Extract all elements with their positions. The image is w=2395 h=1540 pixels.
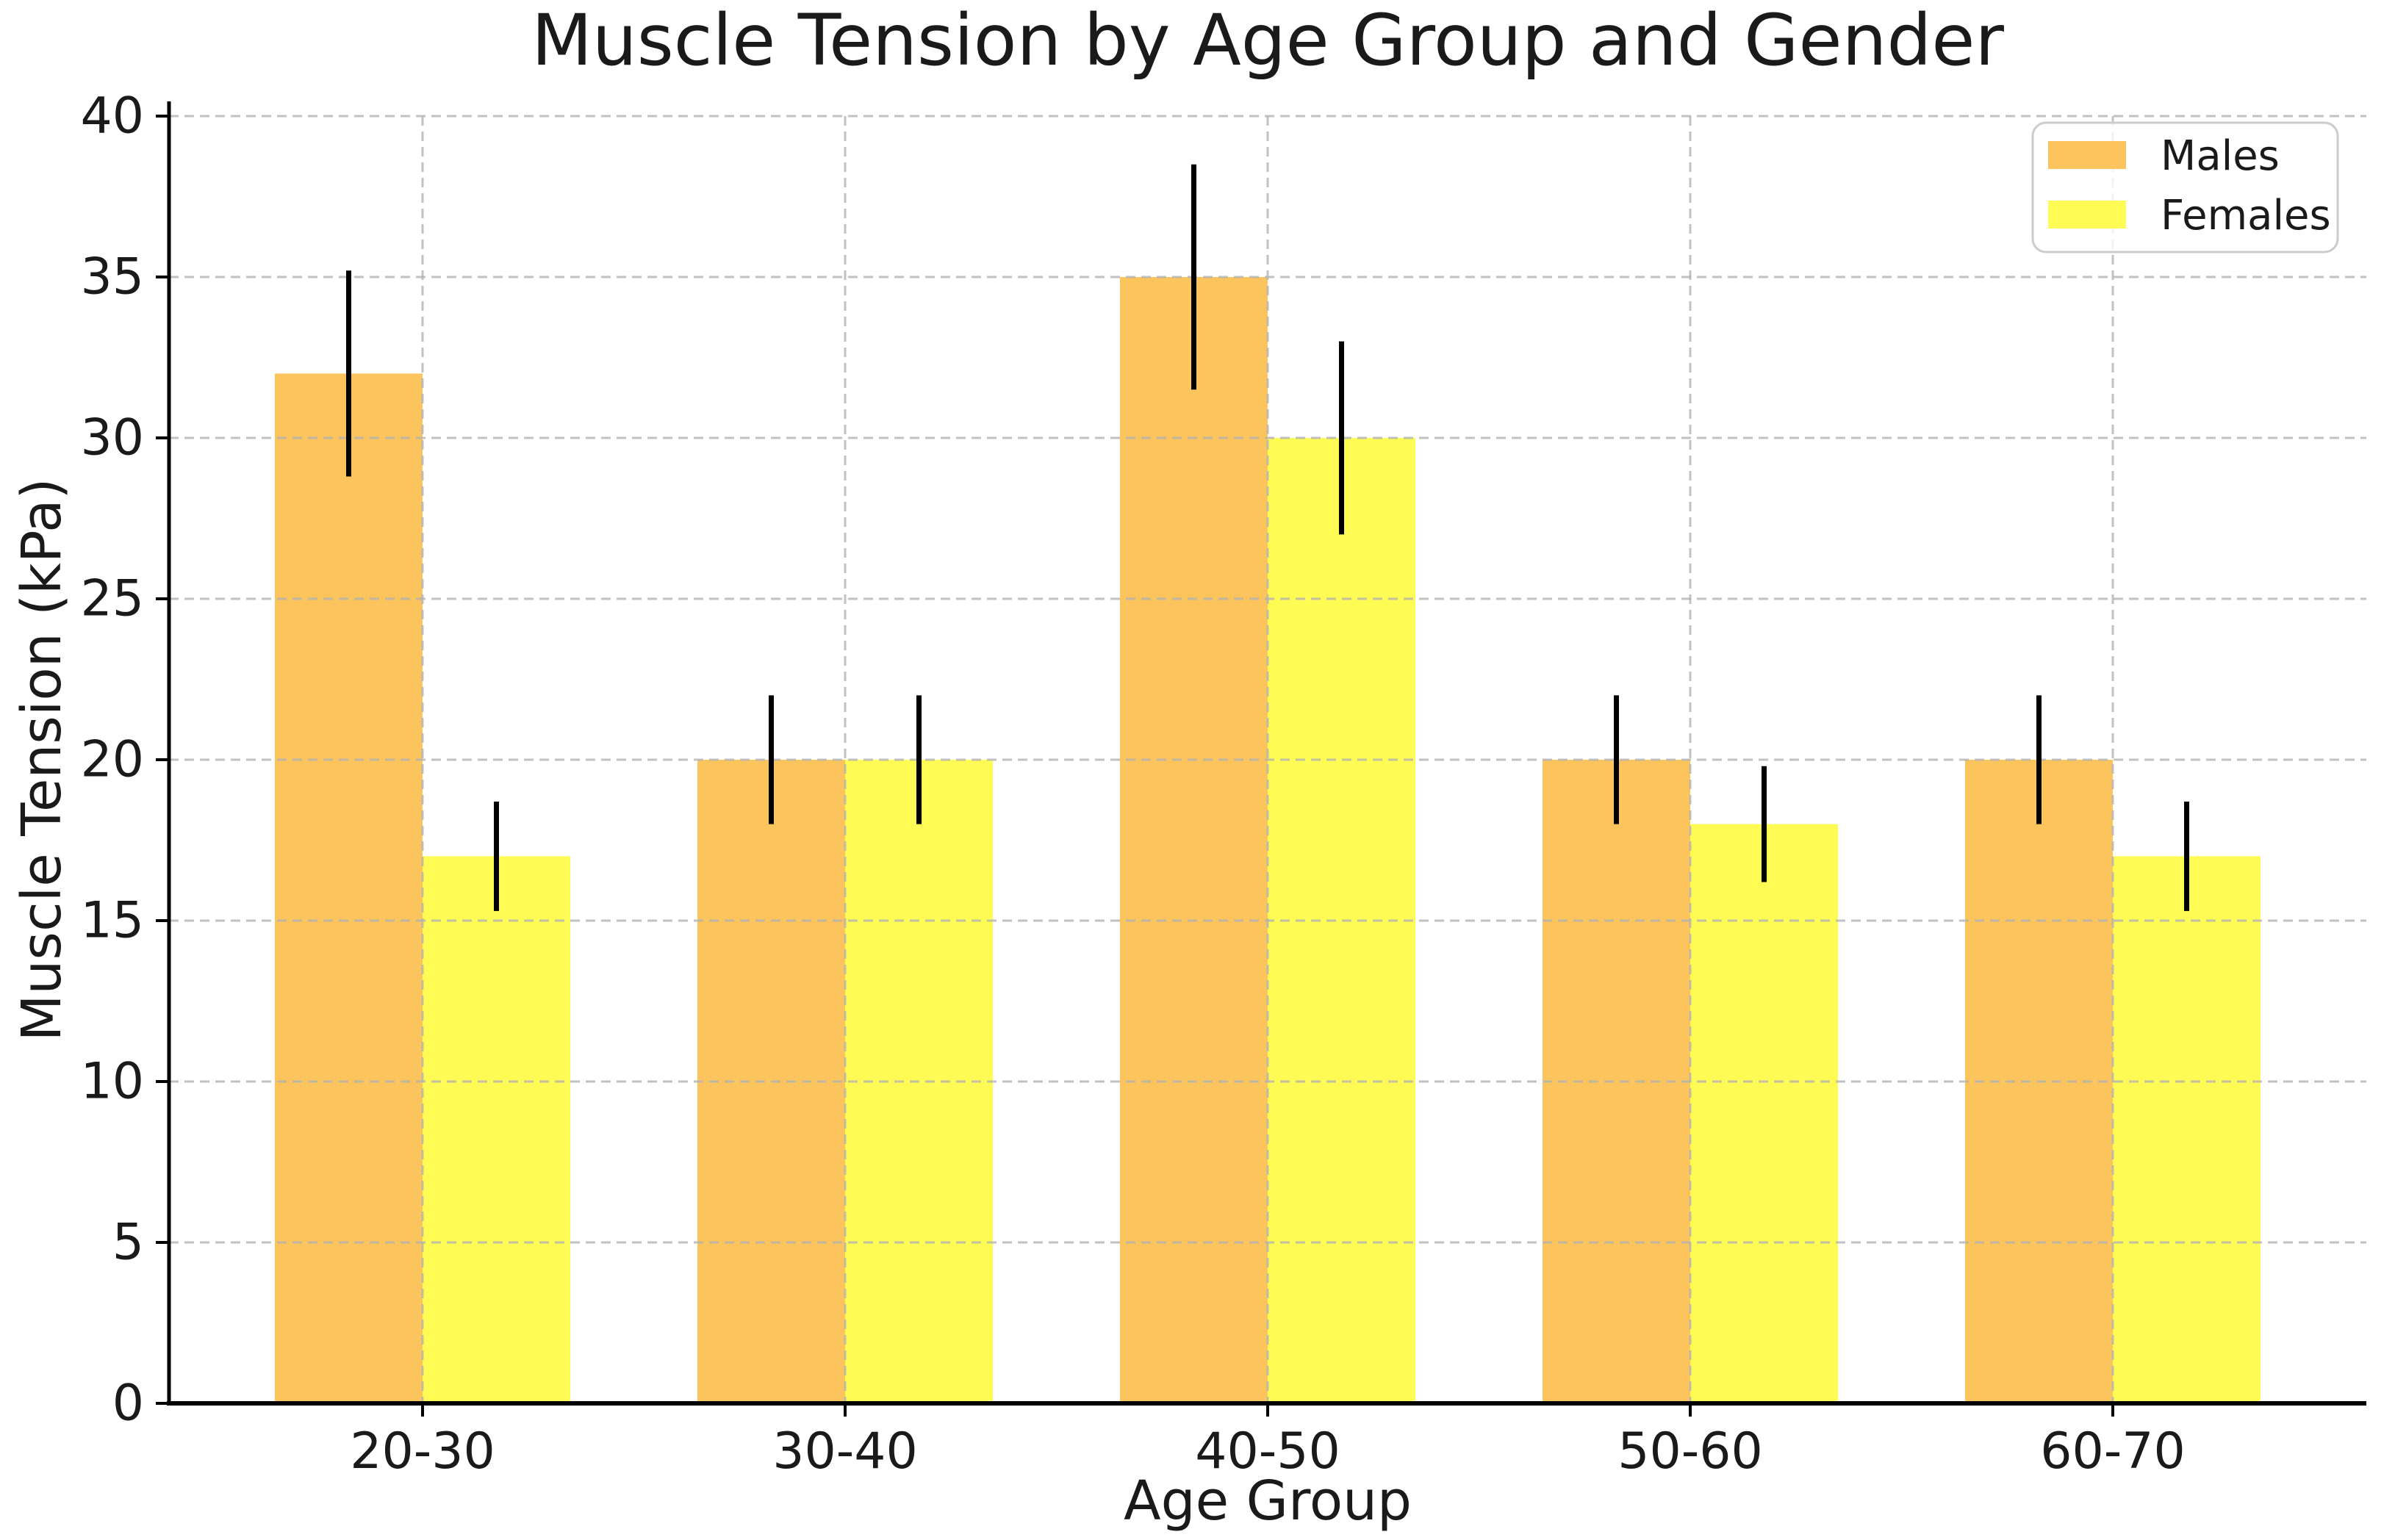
y-tick-label-35: 35: [80, 248, 144, 306]
y-tick-label-0: 0: [112, 1375, 144, 1433]
axes-layer: [156, 101, 2366, 1417]
x-tick-label-40-50: 40-50: [1195, 1422, 1340, 1480]
y-tick-label-20: 20: [80, 731, 144, 789]
legend-label-females: Females: [2161, 192, 2331, 240]
legend: Males Females: [2031, 121, 2339, 253]
bar-females-20-30: [423, 856, 570, 1403]
y-tick-label-5: 5: [112, 1214, 144, 1272]
error-bars-layer: [346, 164, 2189, 911]
bar-females-50-60: [1690, 824, 1838, 1403]
chart-title: Muscle Tension by Age Group and Gender: [531, 0, 2004, 82]
y-axis-label: Muscle Tension (kPa): [10, 478, 73, 1042]
bar-males-40-50: [1120, 277, 1268, 1403]
bar-males-20-30: [275, 373, 423, 1403]
x-tick-label-50-60: 50-60: [1617, 1422, 1763, 1480]
x-axis-label: Age Group: [1124, 1469, 1412, 1533]
y-tick-label-30: 30: [80, 409, 144, 467]
y-tick-label-25: 25: [80, 570, 144, 628]
bar-females-60-70: [2113, 856, 2261, 1403]
legend-label-males: Males: [2161, 132, 2280, 180]
y-tick-label-15: 15: [80, 892, 144, 950]
tick-labels-layer: 0 5 10 15 20 25 30 35 40 20-30 30-40 40-50 50-60 60-7…: [80, 87, 2185, 1481]
legend-swatch-females: [2048, 201, 2126, 229]
x-tick-label-30-40: 30-40: [772, 1422, 918, 1480]
y-tick-label-10: 10: [80, 1053, 144, 1111]
y-tick-label-40: 40: [80, 87, 144, 145]
x-tick-label-60-70: 60-70: [2040, 1422, 2186, 1480]
legend-swatch-males: [2048, 141, 2126, 169]
x-tick-label-20-30: 20-30: [350, 1422, 495, 1480]
gridlines-layer: [169, 115, 2366, 1403]
